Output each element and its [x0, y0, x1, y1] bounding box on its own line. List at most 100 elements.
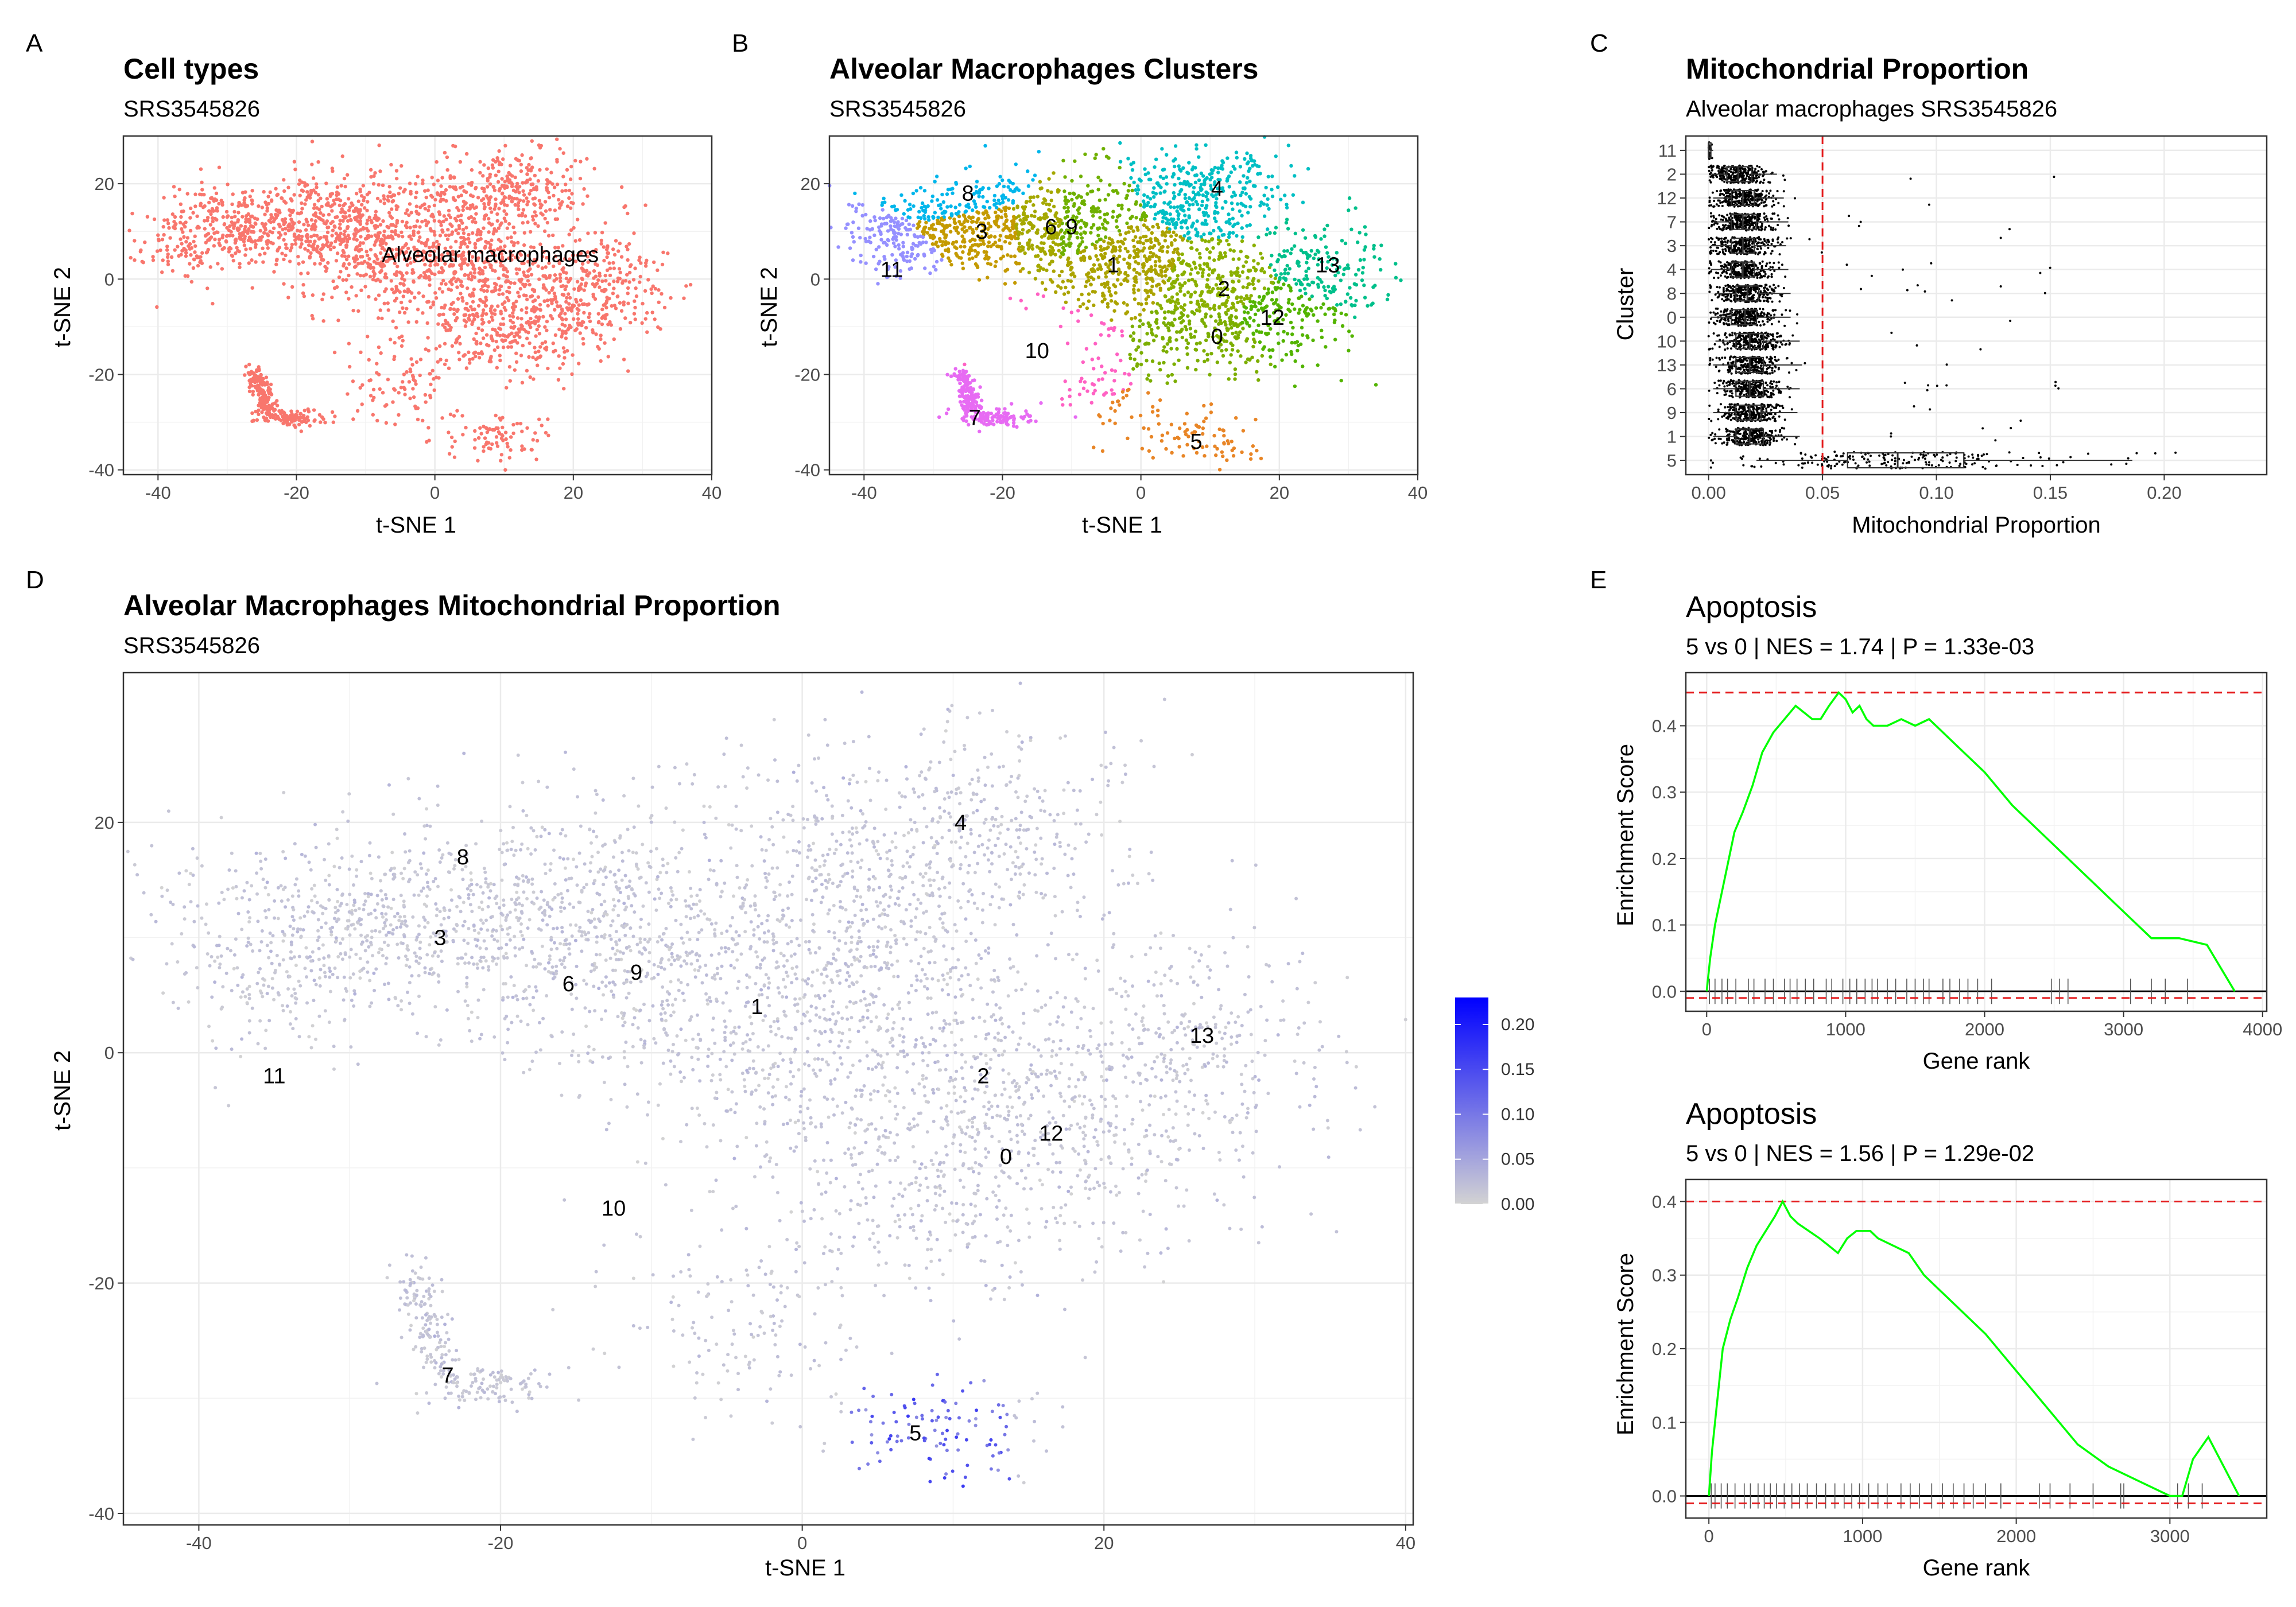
cell-point	[482, 424, 486, 429]
cluster-point	[1229, 353, 1233, 357]
cell-point	[513, 231, 517, 235]
cell-point	[381, 256, 385, 260]
cell-point	[307, 409, 311, 414]
cell-point	[272, 270, 276, 274]
cell-point	[565, 204, 570, 208]
cell-point	[483, 205, 487, 209]
cell-point	[162, 218, 166, 222]
cell-point	[217, 165, 222, 169]
cluster-point	[1236, 300, 1240, 305]
cell-point	[473, 437, 477, 442]
cluster-point	[1311, 338, 1315, 343]
cluster-point	[1300, 325, 1304, 330]
cluster-point	[1209, 410, 1213, 414]
cluster-point	[912, 223, 916, 227]
cluster-point	[943, 226, 947, 230]
cell-point	[400, 344, 404, 348]
cluster-point	[1285, 263, 1289, 268]
cell-point	[426, 208, 430, 212]
cluster-point	[1127, 208, 1131, 212]
cell-point	[475, 312, 479, 316]
cluster-point	[1332, 320, 1337, 324]
cell-point	[456, 195, 460, 199]
cell-point	[558, 272, 563, 277]
cluster-point	[1340, 239, 1344, 243]
cell-point	[559, 284, 564, 289]
cluster-point	[1101, 421, 1105, 426]
cell-point	[230, 202, 234, 207]
cell-point	[576, 317, 580, 321]
cluster-point	[1248, 457, 1253, 461]
cluster-point	[1193, 180, 1198, 185]
cell-point	[152, 217, 157, 222]
cell-point	[531, 218, 536, 222]
cluster-point	[1092, 445, 1096, 449]
cell-point	[364, 250, 369, 254]
cell-point	[319, 236, 323, 240]
cell-point	[528, 192, 532, 196]
cell-point	[171, 225, 176, 230]
cluster-point	[1277, 253, 1282, 257]
cell-point	[600, 230, 604, 235]
cell-point	[341, 278, 345, 282]
cluster-point	[1068, 191, 1072, 196]
cluster-point	[1216, 235, 1221, 239]
cluster-point	[971, 215, 975, 219]
cell-point	[170, 212, 175, 216]
cluster-point	[1038, 180, 1042, 184]
cell-point	[455, 205, 459, 210]
cell-point	[338, 235, 342, 239]
cell-point	[497, 149, 501, 153]
cell-point	[155, 305, 159, 309]
cell-point	[585, 194, 589, 198]
cluster-point	[922, 189, 927, 193]
cell-point	[390, 287, 394, 292]
cluster-point	[879, 232, 883, 236]
cell-point	[453, 439, 457, 444]
cell-point	[411, 387, 415, 391]
cell-point	[230, 220, 234, 224]
cluster-point	[1018, 218, 1022, 222]
cluster-point	[1180, 252, 1184, 257]
cluster-point	[1246, 211, 1250, 215]
cell-point	[432, 376, 436, 381]
cell-point	[336, 319, 340, 323]
cluster-point	[1176, 274, 1180, 278]
cell-point	[561, 362, 565, 366]
cluster-point	[1144, 297, 1148, 301]
cell-point	[522, 193, 526, 197]
cell-point	[432, 219, 437, 223]
cell-point	[533, 173, 537, 178]
cell-point	[495, 212, 499, 216]
cluster-point	[1041, 201, 1045, 205]
cluster-point	[1231, 280, 1235, 284]
cell-point	[343, 184, 347, 189]
cell-point	[247, 235, 252, 239]
cell-point	[200, 251, 204, 255]
cell-point	[184, 240, 188, 244]
cluster-point	[1127, 184, 1131, 188]
cluster-point	[1096, 356, 1100, 360]
cluster-point	[1266, 174, 1270, 178]
cluster-point	[1073, 415, 1077, 419]
cell-point	[394, 253, 398, 257]
cell-point	[551, 341, 555, 346]
cell-point	[445, 155, 449, 160]
cell-point	[485, 185, 490, 189]
cluster-point	[986, 244, 990, 249]
cell-point	[517, 267, 522, 271]
cell-point	[450, 344, 455, 348]
cell-point	[207, 200, 211, 205]
cell-point	[468, 203, 473, 208]
cluster-point	[1213, 453, 1218, 457]
cluster-point	[1118, 141, 1122, 145]
cell-point	[429, 249, 433, 254]
cell-point	[552, 350, 556, 354]
cluster-point	[1144, 234, 1148, 239]
cell-point	[431, 300, 435, 304]
cell-point	[443, 262, 447, 266]
cell-point	[420, 220, 424, 224]
cell-point	[425, 269, 429, 273]
cluster-point	[1013, 234, 1017, 239]
cell-point	[397, 391, 401, 395]
